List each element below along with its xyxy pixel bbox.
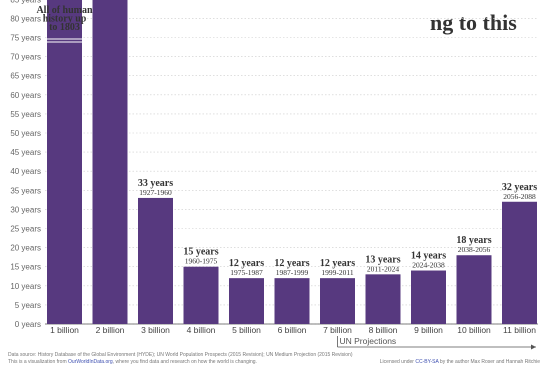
y-tick-label: 45 years [10,148,41,157]
bar-10-billion [456,255,492,324]
x-category-label: 1 billion [50,325,79,335]
y-tick-label: 65 years [10,72,41,81]
bar-label-main: 32 years [502,182,537,193]
bar-3-billion [138,197,173,324]
y-tick-label: 35 years [10,186,41,195]
bar-label-main: 12 years [320,258,355,269]
x-category-label: 10 billion [457,325,491,335]
bar-label-years: 1960-1975 [185,257,218,266]
bar-label-years: 1927-1960 [139,188,172,197]
x-category-label: 4 billion [187,325,216,335]
bar-2-billion [92,0,128,324]
y-tick-label: 85 years [10,0,41,4]
bar-label-main: 14 years [411,251,446,262]
y-tick-label: 25 years [10,225,41,234]
bar-label-main: history up [43,14,87,25]
bar-label-main: 12 years [229,258,264,269]
y-tick-label: 0 years [15,320,41,329]
projection-arrow-icon [531,344,536,350]
owid-link[interactable]: OurWorldInData.org [68,359,113,365]
y-tick-label: 55 years [10,110,41,119]
bar-8-billion [365,274,401,324]
bar-label-years: 1987-1999 [276,268,309,277]
y-tick-label: 60 years [10,91,41,100]
x-category-label: 6 billion [278,325,307,335]
bar-1-billion [47,0,82,324]
y-tick-label: 20 years [10,244,41,253]
bar-7-billion [320,278,355,324]
bar-9-billion [411,270,446,324]
bar-label-years: 2011-2024 [367,264,399,273]
bar-label-main: 12 years [274,258,309,269]
x-category-label: 5 billion [232,325,261,335]
x-category-label: 8 billion [369,325,398,335]
y-tick-label: 15 years [10,263,41,272]
y-tick-label: 30 years [10,205,41,214]
y-tick-label: 5 years [15,301,41,310]
projection-label: UN Projections [340,336,397,346]
bar-5-billion [229,278,264,324]
projection-bracket: UN Projections [337,336,536,350]
bar-label-years: 2056-2088 [503,192,536,201]
bar-label-main: 33 years [138,178,173,189]
bar-label-years: 1975-1987 [230,268,263,277]
bar-label-main: 15 years [183,247,218,258]
x-category-label: 2 billion [96,325,125,335]
chart-title-fragment: ng to this [430,10,517,35]
x-category-label: 3 billion [141,325,170,335]
bars [47,0,537,324]
bar-11-billion [502,201,537,324]
bar-label-main: 18 years [456,235,491,246]
bar-label-main: All of human [36,5,93,16]
license-note: Licensed under CC-BY-SA by the author Ma… [379,359,540,365]
license-link[interactable]: CC-BY-SA [415,359,439,365]
bar-label-main: to 1803 [49,22,80,33]
bar-6-billion [274,278,310,324]
source-note: Data source: History Database of the Glo… [8,352,353,358]
y-tick-label: 40 years [10,167,41,176]
x-category-label: 9 billion [414,325,443,335]
x-category-label: 11 billion [503,325,536,335]
y-tick-label: 10 years [10,282,41,291]
gridlines [45,18,538,325]
bar-label-main: 13 years [365,254,400,265]
x-axis-categories: 1 billion 2 billion 3 billion 4 billion 5 bi… [50,325,536,335]
y-tick-label: 70 years [10,53,41,62]
bar-label-years: 1999-2011 [321,268,353,277]
bar-label-years: 2024-2038 [412,261,445,270]
bar-label-years: 2038-2056 [458,245,491,254]
bar-4-billion [183,266,219,324]
visualization-note: This is a visualization from OurWorldInD… [8,359,257,365]
x-category-label: 7 billion [323,325,352,335]
y-tick-label: 50 years [10,129,41,138]
y-tick-label: 75 years [10,34,41,43]
y-tick-label: 80 years [10,14,41,23]
y-axis-ticks: 0 years 5 years 10 years 15 years 20 years 25… [10,0,41,329]
